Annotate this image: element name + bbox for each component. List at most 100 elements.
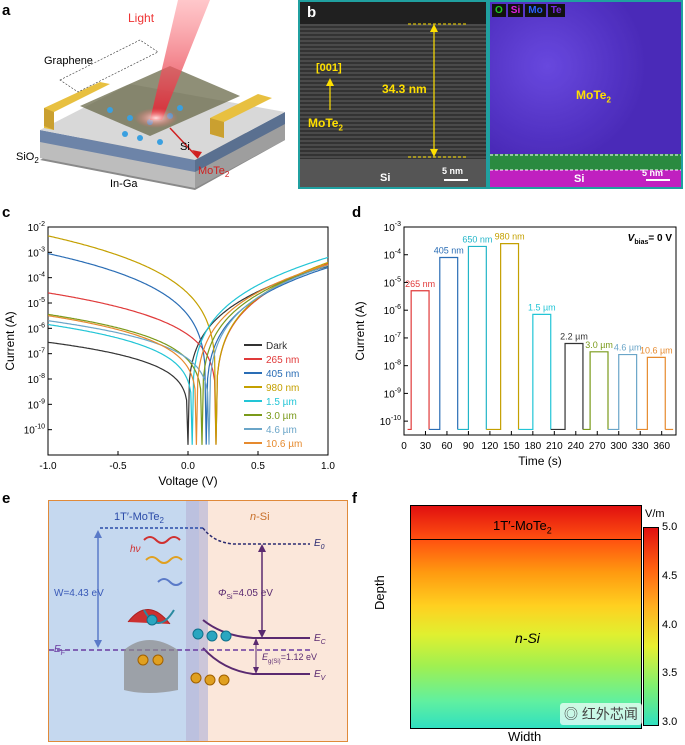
fermi-level-label: EF — [54, 644, 66, 657]
device-schematic: Light Graphene SiO2 Si In-Ga MoTe2 — [16, 0, 285, 190]
colorbar-tick-label: 4.0 — [662, 618, 678, 631]
pulse-label: 980 nm — [495, 232, 525, 242]
thickness-label: 34.3 nm — [382, 82, 427, 96]
pulse-trace — [429, 256, 459, 431]
panel-label-f: f — [352, 490, 357, 507]
pulse-label: 265 nm — [405, 279, 435, 289]
colorbar-unit: V/m — [645, 508, 665, 520]
y-tick-label: 10-6 — [384, 304, 401, 317]
x-tick-label: 210 — [546, 441, 563, 452]
x-tick-label: 0.0 — [181, 461, 195, 472]
panel-label-c: c — [2, 204, 11, 221]
series-line-15m — [47, 256, 329, 445]
x-tick-label: -0.5 — [109, 461, 127, 472]
legend-label: 4.6 µm — [266, 425, 297, 436]
conduction-band-label: EC — [314, 633, 327, 646]
electric-field-map: 1T′-MoTe2 n-Si — [410, 505, 642, 729]
panel-label-e: e — [2, 490, 11, 507]
band-diagram: 1T′-MoTe2 n-Si hν W=4.43 eV ΦSi=4.05 eV … — [48, 500, 348, 742]
x-tick-label: 0 — [401, 441, 407, 452]
x-tick-label: 1.0 — [321, 461, 335, 472]
series-line-46m — [47, 264, 329, 445]
vacuum-level-label: E0 — [314, 538, 325, 551]
colorbar — [643, 527, 659, 726]
sio2-layer — [40, 130, 195, 172]
y-axis-label: Current (A) — [353, 301, 367, 360]
depth-axis-label: Depth — [372, 575, 387, 610]
eds-legend-te: Te — [547, 4, 565, 17]
series-line-30m — [47, 264, 329, 445]
series-line-405nm — [47, 253, 329, 445]
legend-label: Dark — [266, 341, 288, 352]
pulse-label: 2.2 µm — [560, 331, 588, 341]
panel-label-d: d — [352, 204, 362, 221]
colorbar-tick-label: 4.5 — [662, 569, 678, 582]
legend-label: 10.6 µm — [266, 439, 302, 450]
valence-band-label: EV — [314, 669, 327, 682]
x-tick-label: 270 — [589, 441, 606, 452]
eds-legend-o: O — [492, 4, 506, 17]
y-tick-label: 10-8 — [28, 373, 45, 386]
x-tick-label: 240 — [567, 441, 584, 452]
mote2-label: MoTe2 — [198, 165, 230, 179]
pulse-trace — [608, 353, 638, 431]
gold-electrode-right — [210, 94, 272, 138]
pulse-trace — [550, 342, 584, 431]
graphene-sheet — [59, 39, 159, 93]
pulse-trace — [486, 243, 520, 431]
x-tick-label: 300 — [610, 441, 627, 452]
mote2-region — [49, 501, 199, 741]
legend-label: 405 nm — [266, 369, 299, 380]
width-axis-label: Width — [508, 729, 542, 744]
watermark: ◎ 红外芯闻 — [560, 703, 642, 725]
pulse-label: 3.0 µm — [585, 340, 613, 350]
direction-label: [001] — [316, 62, 342, 74]
colorbar-tick-label: 5.0 — [662, 521, 678, 533]
pulse-trace — [457, 245, 487, 431]
x-tick-label: 150 — [503, 441, 520, 452]
x-tick-label: -1.0 — [39, 461, 57, 472]
x-tick-label: 0.5 — [251, 461, 265, 472]
eds-map: O Si Mo Te MoTe2 Si 5 nm — [488, 0, 683, 189]
y-tick-label: 10-7 — [384, 332, 401, 345]
y-tick-label: 10-3 — [384, 221, 401, 234]
x-tick-label: 330 — [632, 441, 649, 452]
y-tick-label: 10-3 — [28, 246, 45, 259]
pulse-trace — [518, 313, 552, 431]
si-side-title: n-Si — [250, 511, 270, 523]
y-tick-label: 10-2 — [28, 221, 45, 234]
panel-label-b: b — [307, 4, 317, 21]
pulse-label: 650 nm — [462, 234, 492, 244]
wechat-icon: ◎ — [564, 706, 578, 722]
y-tick-label: 10-4 — [28, 272, 45, 285]
work-function-label: W=4.43 eV — [54, 588, 104, 599]
x-tick-label: 360 — [653, 441, 670, 452]
y-tick-label: 10-5 — [28, 297, 45, 310]
tem-image: [001] 34.3 nm MoTe2 Si 5 nm — [298, 0, 488, 189]
pulse-label: 4.6 µm — [614, 343, 642, 353]
pulse-label: 10.6 µm — [640, 345, 673, 355]
y-tick-label: 10-6 — [28, 322, 45, 335]
graphene-label: Graphene — [44, 55, 93, 67]
mote2-layer-label: 1T′-MoTe2 — [493, 518, 552, 536]
hv-label: hν — [130, 544, 141, 555]
y-axis-label: Current (A) — [3, 311, 17, 370]
si-label: Si — [180, 141, 190, 153]
mote2-side-title: 1T′-MoTe2 — [114, 511, 164, 525]
x-tick-label: 60 — [441, 441, 453, 452]
si-tem-label: Si — [380, 172, 391, 184]
mote2-map-label: MoTe2 — [576, 88, 611, 105]
pulse-trace — [407, 290, 430, 431]
eds-legend-mo: Mo — [525, 4, 546, 17]
si-layer — [40, 140, 195, 188]
pulse-label: 405 nm — [434, 246, 464, 256]
legend-label: 1.5 µm — [266, 397, 297, 408]
electron-affinity-label: ΦSi=4.05 eV — [218, 588, 273, 601]
ingal-label: In-Ga — [110, 178, 138, 190]
eds-legend-si: Si — [507, 4, 524, 17]
x-axis-label: Voltage (V) — [158, 474, 217, 488]
mote2-tem-label: MoTe2 — [308, 116, 343, 133]
photoresponse-time-chart: 10-3 10-4 10-5 10-6 10-7 10-8 10-9 10-10 0 30 60 90… — [353, 221, 677, 468]
x-tick-label: 120 — [482, 441, 499, 452]
x-tick-label: 30 — [420, 441, 432, 452]
